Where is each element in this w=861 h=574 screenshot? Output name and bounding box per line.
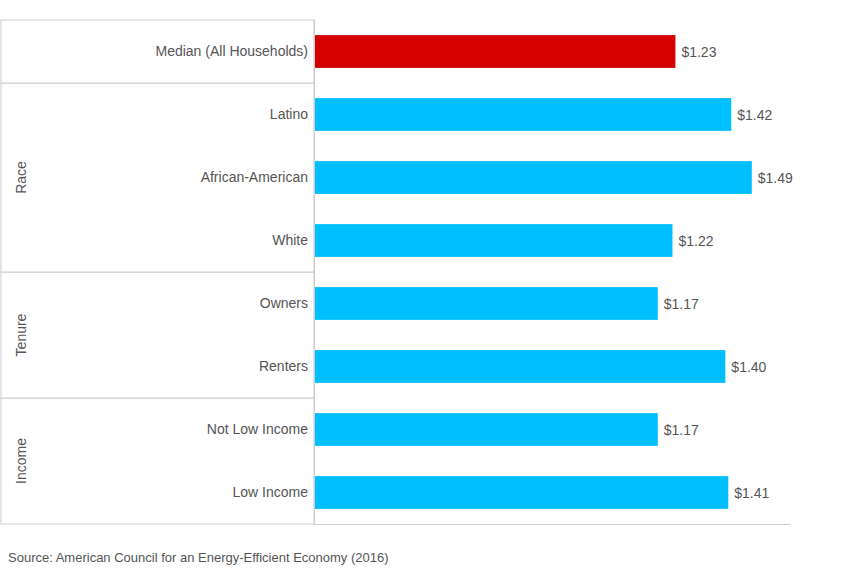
bar [314,35,675,68]
y-tick-label: White [272,232,308,248]
y-tick: African-American [201,169,314,185]
group-box [1,272,314,398]
y-axis-line [314,21,315,525]
bar [314,476,728,509]
group-boxes: Income Tenure Race [1,20,314,524]
data-label: $1.42 [737,107,772,123]
data-labels: $1.41 $1.17 $1.40 $1.17 $1.22 $1.49 $1.42 $1.23 [664,44,793,501]
data-label: $1.22 [678,233,713,249]
y-tick: Median (All Households) [155,43,314,59]
data-label: $1.17 [664,296,699,312]
bar [314,350,725,383]
bar [314,161,752,194]
y-tick: Latino [270,106,314,122]
bar [314,224,672,257]
bar [314,98,731,131]
bar [314,287,658,320]
group-label: Tenure [13,313,29,356]
y-tick-label: Low Income [233,484,309,500]
data-label: $1.49 [758,170,793,186]
data-label: $1.23 [681,44,716,60]
y-tick: Not Low Income [207,421,314,437]
chart: Income Tenure Race $1.41 $1.17 $1.40 $1.17 $1.2… [0,0,861,574]
y-tick: White [272,232,314,248]
y-tick: Low Income [233,484,314,500]
x-axis [315,524,791,525]
group-box [1,398,314,524]
group-box [1,83,314,272]
group-label: Race [13,161,29,194]
data-label: $1.17 [664,422,699,438]
bars [314,35,752,509]
x-axis-line [315,524,791,525]
y-axis: Low Income Not Low Income Renters Owners Whi… [155,21,314,525]
data-label: $1.40 [731,359,766,375]
group-label: Income [13,438,29,484]
y-tick-label: Not Low Income [207,421,308,437]
bar [314,413,658,446]
y-tick: Renters [259,358,314,374]
y-tick-label: African-American [201,169,308,185]
y-tick-label: Renters [259,358,308,374]
y-tick-label: Owners [260,295,308,311]
data-label: $1.41 [734,485,769,501]
group-box [1,20,314,83]
y-tick-label: Median (All Households) [155,43,308,59]
y-tick-label: Latino [270,106,308,122]
source-note: Source: American Council for an Energy-E… [8,550,389,565]
y-tick: Owners [260,295,314,311]
